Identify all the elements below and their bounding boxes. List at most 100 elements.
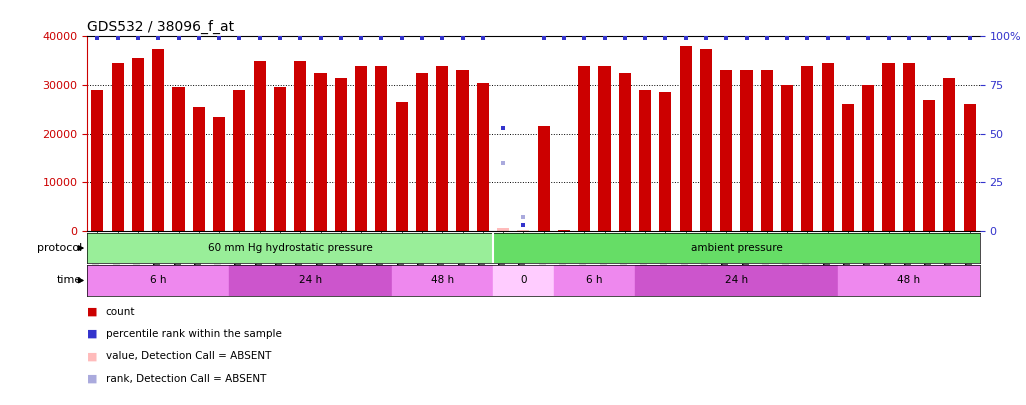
Bar — [554, 265, 635, 296]
Point — [170, 35, 187, 42]
Point — [292, 35, 309, 42]
Text: ■: ■ — [87, 329, 97, 339]
Bar — [416, 73, 428, 231]
Point — [536, 35, 552, 42]
Text: 24 h: 24 h — [299, 275, 322, 286]
Point — [880, 35, 897, 42]
Point — [698, 35, 714, 42]
Point — [576, 35, 592, 42]
Text: 0: 0 — [520, 275, 526, 286]
Text: 48 h: 48 h — [431, 275, 453, 286]
Point — [739, 35, 755, 42]
Text: 48 h: 48 h — [898, 275, 920, 286]
Point — [515, 214, 531, 220]
Point — [901, 35, 917, 42]
Bar — [882, 63, 895, 231]
Bar — [229, 265, 392, 296]
Text: percentile rank within the sample: percentile rank within the sample — [106, 329, 281, 339]
Text: time: time — [56, 275, 82, 286]
Point — [658, 35, 674, 42]
Bar — [842, 104, 854, 231]
Bar — [963, 104, 976, 231]
Bar — [172, 87, 185, 231]
Point — [941, 35, 957, 42]
Text: 24 h: 24 h — [724, 275, 748, 286]
Point — [150, 35, 166, 42]
Bar — [457, 70, 469, 231]
Bar — [376, 66, 388, 231]
Bar — [477, 83, 488, 231]
Bar — [392, 265, 492, 296]
Bar — [558, 230, 570, 231]
Text: protocol: protocol — [37, 243, 82, 253]
Point — [251, 35, 268, 42]
Bar — [760, 70, 773, 231]
Point — [129, 35, 146, 42]
Bar — [943, 78, 955, 231]
Point — [961, 35, 978, 42]
Text: GDS532 / 38096_f_at: GDS532 / 38096_f_at — [87, 20, 234, 34]
Bar — [253, 61, 266, 231]
Point — [596, 35, 613, 42]
Point — [191, 35, 207, 42]
Bar — [679, 46, 692, 231]
Point — [860, 35, 876, 42]
Bar — [635, 265, 838, 296]
Bar — [822, 63, 834, 231]
Bar — [923, 100, 935, 231]
Point — [353, 35, 369, 42]
Point — [373, 35, 390, 42]
Point — [617, 35, 633, 42]
Bar — [700, 49, 712, 231]
Point — [312, 35, 328, 42]
Bar — [314, 73, 326, 231]
Text: count: count — [106, 307, 135, 317]
Bar — [131, 58, 144, 231]
Point — [89, 35, 106, 42]
Point — [556, 35, 573, 42]
Point — [820, 35, 836, 42]
Point — [839, 35, 856, 42]
Point — [799, 35, 816, 42]
Bar — [334, 78, 347, 231]
Point — [921, 35, 938, 42]
Bar — [274, 87, 286, 231]
Bar — [193, 107, 205, 231]
Bar — [801, 66, 814, 231]
Bar — [538, 126, 550, 231]
Text: ■: ■ — [87, 352, 97, 361]
Bar — [396, 102, 407, 231]
Bar — [492, 233, 980, 263]
Bar — [91, 90, 104, 231]
Text: ■: ■ — [87, 374, 97, 384]
Point — [758, 35, 775, 42]
Bar — [233, 90, 245, 231]
Bar — [436, 66, 448, 231]
Bar — [619, 73, 631, 231]
Point — [495, 160, 511, 166]
Point — [637, 35, 654, 42]
Text: 60 mm Hg hydrostatic pressure: 60 mm Hg hydrostatic pressure — [207, 243, 372, 253]
Bar — [598, 66, 610, 231]
Point — [332, 35, 349, 42]
Bar — [87, 265, 229, 296]
Point — [434, 35, 450, 42]
Bar — [639, 90, 652, 231]
Point — [515, 222, 531, 228]
Bar — [578, 66, 590, 231]
Bar — [497, 228, 509, 231]
Point — [211, 35, 228, 42]
Bar — [213, 117, 225, 231]
Text: 6 h: 6 h — [586, 275, 602, 286]
Point — [455, 35, 471, 42]
Point — [677, 35, 694, 42]
Text: ambient pressure: ambient pressure — [690, 243, 782, 253]
Bar — [741, 70, 753, 231]
Point — [718, 35, 735, 42]
Point — [393, 35, 409, 42]
Bar — [781, 85, 793, 231]
Bar — [112, 63, 124, 231]
Bar — [87, 233, 492, 263]
Point — [272, 35, 288, 42]
Bar — [152, 49, 164, 231]
